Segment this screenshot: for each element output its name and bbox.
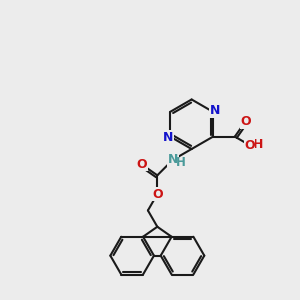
Text: N: N <box>210 104 220 117</box>
Text: O: O <box>136 158 147 171</box>
Text: O: O <box>244 139 255 152</box>
Text: O: O <box>152 188 163 201</box>
Text: N: N <box>167 153 178 167</box>
Text: H: H <box>253 138 263 151</box>
Text: N: N <box>163 131 173 144</box>
Text: H: H <box>176 156 186 170</box>
Text: O: O <box>240 115 251 128</box>
